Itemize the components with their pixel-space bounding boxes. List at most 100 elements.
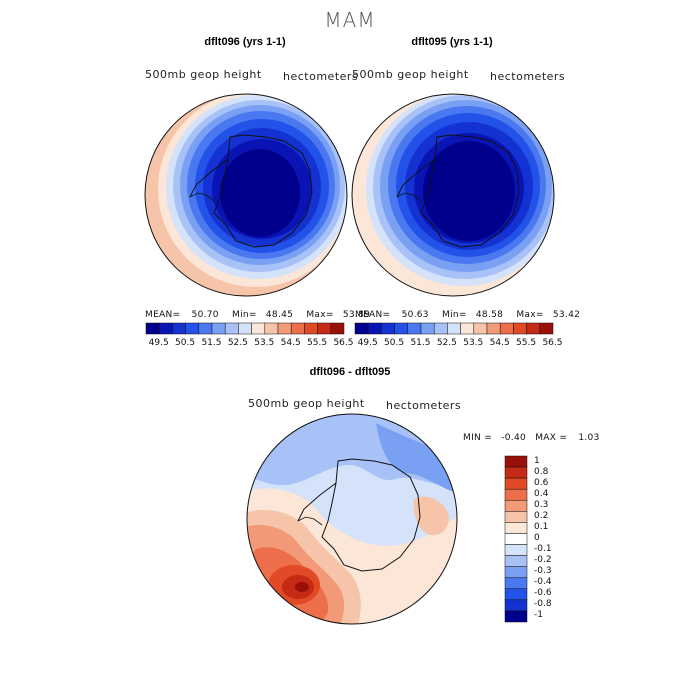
colorbar-tick-label: 54.5 — [489, 338, 510, 348]
left-colorbar — [145, 322, 345, 335]
colorbar-tick-label: 56.5 — [333, 338, 354, 348]
colorbar-tick-label: 53.5 — [254, 338, 275, 348]
diff-colorbar-swatch — [504, 577, 528, 590]
colorbar-swatch — [330, 322, 345, 335]
diff-colorbar — [504, 455, 528, 623]
left-polar-map — [144, 93, 348, 297]
colorbar-swatch — [486, 322, 501, 335]
left-max-value: 53.89 — [342, 310, 371, 320]
diff-colorbar-tick-label: -0.6 — [534, 588, 552, 599]
diff-colorbar-swatch — [504, 610, 528, 623]
diff-units-label: hectometers — [386, 399, 462, 412]
right-units-label: hectometers — [490, 70, 566, 83]
diff-colorbar-tick-label: 0.6 — [534, 477, 549, 488]
left-mean-label: MEAN= — [145, 310, 181, 320]
colorbar-swatch — [264, 322, 279, 335]
colorbar-swatch — [460, 322, 475, 335]
diff-colorbar-tick-label: 0.3 — [534, 499, 549, 510]
colorbar-swatch — [473, 322, 488, 335]
diff-polar-map — [246, 413, 458, 625]
diff-colorbar-ticks: 1 0.8 0.6 0.4 0.3 0.2 0.1 0 -0.1 -0.2 -0.3 -0.4 -0.6… — [534, 456, 574, 622]
diff-colorbar-tick-label: -0.4 — [534, 577, 552, 588]
colorbar-swatch — [158, 322, 173, 335]
diff-colorbar-tick-label: 0.4 — [534, 488, 549, 499]
colorbar-swatch — [354, 322, 369, 335]
colorbar-tick-label: 49.5 — [357, 338, 378, 348]
diff-colorbar-tick-label: -1 — [534, 610, 543, 621]
colorbar-swatch — [224, 322, 239, 335]
colorbar-tick-label: 53.5 — [463, 338, 484, 348]
colorbar-swatch — [381, 322, 395, 335]
right-colorbar — [354, 322, 554, 335]
right-colorbar-ticks: 49.5 50.5 51.5 52.5 53.5 54.5 55.5 56.5 — [355, 338, 563, 350]
diff-panel-title: dflt096 - dflt095 — [309, 366, 391, 378]
colorbar-swatch — [499, 322, 514, 335]
right-mean-value: 50.63 — [401, 310, 429, 320]
diff-colorbar-tick-label: -0.1 — [534, 544, 552, 555]
colorbar-swatch — [394, 322, 409, 335]
right-max-value: 53.42 — [552, 310, 581, 320]
diff-colorbar-swatch — [504, 500, 528, 512]
diff-colorbar-tick-label: 0.1 — [534, 521, 549, 532]
diff-colorbar-swatch — [504, 599, 528, 612]
diff-colorbar-tick-label: 0.2 — [534, 510, 549, 521]
left-max-label: Max= — [306, 310, 334, 320]
colorbar-tick-label: 50.5 — [175, 338, 196, 348]
colorbar-swatch — [290, 322, 305, 335]
diff-min-value: -0.40 — [501, 433, 527, 443]
colorbar-swatch — [539, 322, 554, 335]
colorbar-swatch — [367, 322, 382, 335]
colorbar-swatch — [145, 322, 160, 335]
left-variable-label: 500mb geop height — [145, 68, 262, 81]
diff-colorbar-tick-label: -0.8 — [534, 599, 552, 610]
left-mean-value: 50.70 — [191, 310, 219, 320]
diff-colorbar-swatch — [504, 522, 528, 534]
colorbar-swatch — [185, 322, 200, 335]
diff-colorbar-tick-label: -0.3 — [534, 566, 552, 577]
colorbar-swatch — [433, 322, 448, 335]
colorbar-swatch — [238, 322, 252, 335]
diff-max-value: 1.03 — [578, 433, 600, 443]
left-colorbar-ticks: 49.5 50.5 51.5 52.5 53.5 54.5 55.5 56.5 — [146, 338, 354, 350]
colorbar-tick-label: 49.5 — [148, 338, 169, 348]
diff-colorbar-swatch — [504, 511, 528, 523]
left-min-value: 48.45 — [265, 310, 294, 320]
colorbar-swatch — [211, 322, 226, 335]
diff-colorbar-swatch — [504, 588, 528, 601]
colorbar-tick-label: 55.5 — [516, 338, 537, 348]
right-variable-label: 500mb geop height — [352, 68, 469, 81]
diff-colorbar-swatch — [504, 555, 528, 567]
diff-colorbar-swatch — [504, 488, 528, 501]
left-min-label: Min= — [232, 310, 257, 320]
right-polar-map — [351, 93, 555, 297]
right-min-value: 48.58 — [475, 310, 504, 320]
diff-colorbar-tick-label: 0 — [534, 533, 540, 543]
colorbar-swatch — [526, 322, 541, 335]
diff-min-label: MIN = — [463, 433, 493, 443]
left-units-label: hectometers — [283, 70, 359, 83]
diff-colorbar-swatch — [504, 477, 528, 490]
colorbar-swatch — [420, 322, 435, 335]
colorbar-tick-label: 52.5 — [436, 338, 457, 348]
colorbar-tick-label: 54.5 — [280, 338, 301, 348]
right-panel-title: dflt095 (yrs 1-1) — [411, 36, 493, 48]
colorbar-swatch — [251, 322, 266, 335]
diff-colorbar-swatch — [504, 533, 528, 545]
colorbar-swatch — [317, 322, 332, 335]
colorbar-swatch — [172, 322, 186, 335]
diff-colorbar-tick-label: 1 — [534, 455, 540, 466]
colorbar-tick-label: 56.5 — [542, 338, 563, 348]
colorbar-tick-label: 51.5 — [201, 338, 222, 348]
colorbar-tick-label: 51.5 — [410, 338, 431, 348]
colorbar-tick-label: 50.5 — [384, 338, 405, 348]
colorbar-tick-label: 55.5 — [307, 338, 328, 348]
colorbar-swatch — [513, 322, 527, 335]
diff-variable-label: 500mb geop height — [248, 397, 365, 410]
diff-max-label: MAX = — [535, 433, 568, 443]
colorbar-swatch — [277, 322, 292, 335]
diff-colorbar-swatch — [504, 544, 528, 556]
diff-colorbar-swatch — [504, 566, 528, 578]
colorbar-swatch — [198, 322, 213, 335]
diff-colorbar-swatch — [504, 455, 528, 468]
colorbar-swatch — [447, 322, 461, 335]
